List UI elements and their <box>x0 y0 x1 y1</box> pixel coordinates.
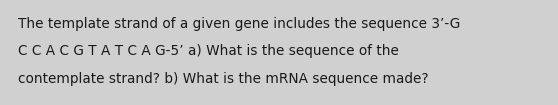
Text: contemplate strand? b) What is the mRNA sequence made?: contemplate strand? b) What is the mRNA … <box>18 72 429 86</box>
Text: C C A C G T A T C A G-5’ a) What is the sequence of the: C C A C G T A T C A G-5’ a) What is the … <box>18 45 399 58</box>
Text: The template strand of a given gene includes the sequence 3’-G: The template strand of a given gene incl… <box>18 17 460 31</box>
